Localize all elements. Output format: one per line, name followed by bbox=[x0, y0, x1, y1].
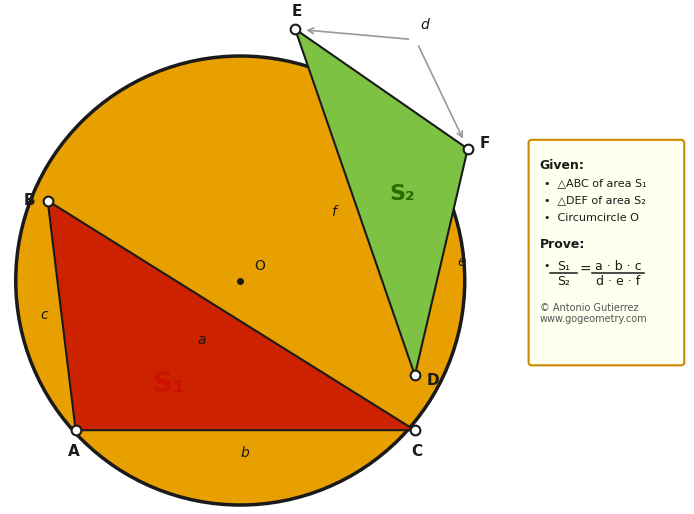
Text: S₂: S₂ bbox=[389, 185, 416, 205]
Text: O: O bbox=[254, 259, 265, 272]
Text: c: c bbox=[40, 308, 48, 322]
Text: b: b bbox=[241, 446, 250, 460]
Circle shape bbox=[16, 56, 465, 505]
Polygon shape bbox=[295, 29, 468, 375]
Text: D: D bbox=[427, 373, 439, 388]
Text: Given:: Given: bbox=[539, 159, 584, 172]
Text: •  △ABC of area S₁: • △ABC of area S₁ bbox=[543, 179, 646, 189]
Text: d: d bbox=[421, 18, 430, 32]
Text: a · b · c: a · b · c bbox=[595, 260, 642, 272]
Text: d · e · f: d · e · f bbox=[596, 274, 641, 287]
Text: S₂: S₂ bbox=[557, 274, 570, 287]
Text: Prove:: Prove: bbox=[539, 237, 585, 251]
Text: S₁: S₁ bbox=[557, 260, 570, 272]
Text: f: f bbox=[330, 205, 335, 219]
Text: •: • bbox=[543, 261, 550, 270]
Text: © Antonio Gutierrez: © Antonio Gutierrez bbox=[539, 303, 638, 314]
Polygon shape bbox=[48, 200, 415, 430]
Text: F: F bbox=[480, 136, 490, 151]
Text: B: B bbox=[24, 193, 35, 208]
Text: www.gogeometry.com: www.gogeometry.com bbox=[539, 315, 648, 324]
Text: =: = bbox=[579, 263, 591, 277]
Text: A: A bbox=[68, 444, 80, 459]
Text: •  Circumcircle O: • Circumcircle O bbox=[543, 213, 638, 223]
Text: •  △DEF of area S₂: • △DEF of area S₂ bbox=[543, 196, 645, 206]
Text: E: E bbox=[292, 4, 303, 19]
Text: e: e bbox=[457, 255, 466, 269]
Text: S₁: S₁ bbox=[153, 370, 185, 398]
Text: C: C bbox=[412, 444, 423, 459]
FancyBboxPatch shape bbox=[529, 140, 684, 365]
Text: a: a bbox=[197, 334, 205, 347]
